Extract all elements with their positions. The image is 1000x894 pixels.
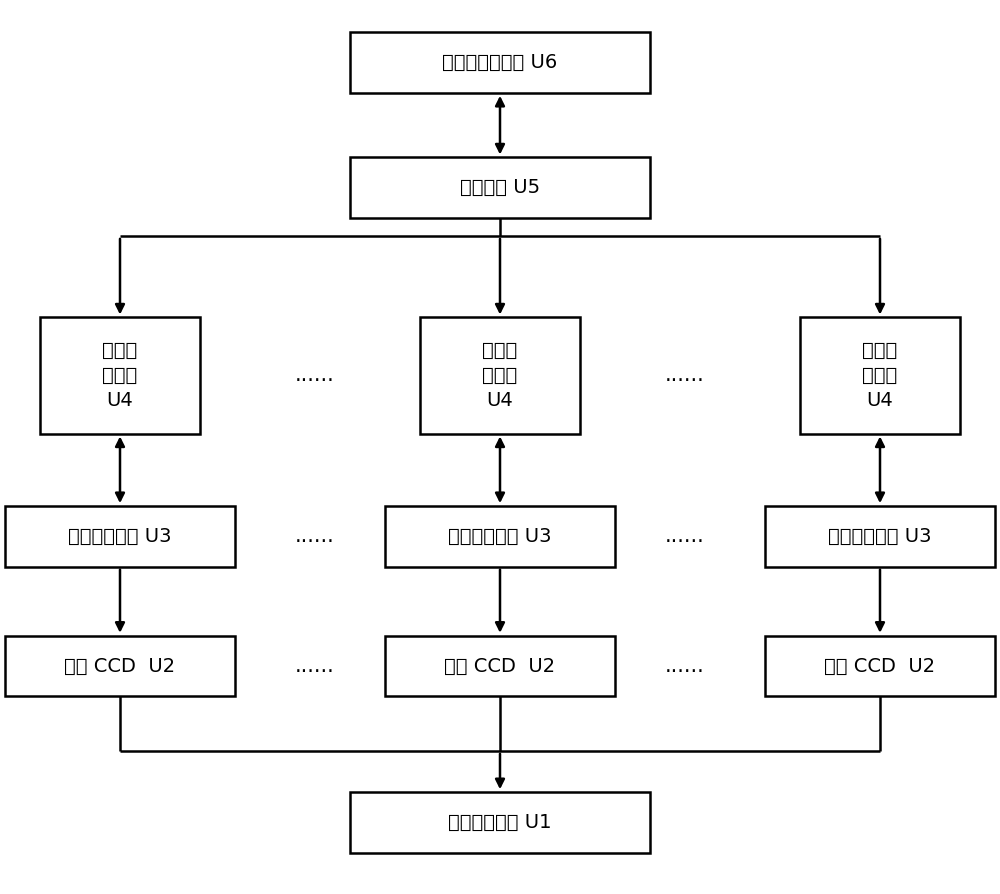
Text: 通信模块 U5: 通信模块 U5 <box>460 178 540 198</box>
Text: 协议转
换模块
U4: 协议转 换模块 U4 <box>102 341 138 410</box>
Bar <box>5 506 235 567</box>
Bar <box>765 636 995 696</box>
Bar <box>385 636 615 696</box>
Bar <box>350 792 650 853</box>
Text: 协议转
换模块
U4: 协议转 换模块 U4 <box>862 341 898 410</box>
Text: ......: ...... <box>665 656 705 676</box>
Text: 计算机控制模块 U6: 计算机控制模块 U6 <box>442 53 558 72</box>
Bar <box>350 157 650 218</box>
Bar <box>350 32 650 93</box>
Text: 线阵 CCD  U2: 线阵 CCD U2 <box>444 656 556 676</box>
Bar <box>420 317 580 434</box>
Text: ......: ...... <box>295 527 335 546</box>
Text: 水平线激光器 U1: 水平线激光器 U1 <box>448 813 552 832</box>
Bar <box>385 506 615 567</box>
Bar <box>5 636 235 696</box>
Text: 线阵 CCD  U2: 线阵 CCD U2 <box>824 656 936 676</box>
Text: 协议转
换模块
U4: 协议转 换模块 U4 <box>482 341 518 410</box>
Text: 数据采集模块 U3: 数据采集模块 U3 <box>68 527 172 546</box>
Text: 数据采集模块 U3: 数据采集模块 U3 <box>448 527 552 546</box>
Text: ......: ...... <box>665 366 705 385</box>
Text: ......: ...... <box>295 366 335 385</box>
Text: ......: ...... <box>295 656 335 676</box>
Bar <box>40 317 200 434</box>
Text: 数据采集模块 U3: 数据采集模块 U3 <box>828 527 932 546</box>
Bar <box>800 317 960 434</box>
Bar <box>765 506 995 567</box>
Text: ......: ...... <box>665 527 705 546</box>
Text: 线阵 CCD  U2: 线阵 CCD U2 <box>64 656 176 676</box>
